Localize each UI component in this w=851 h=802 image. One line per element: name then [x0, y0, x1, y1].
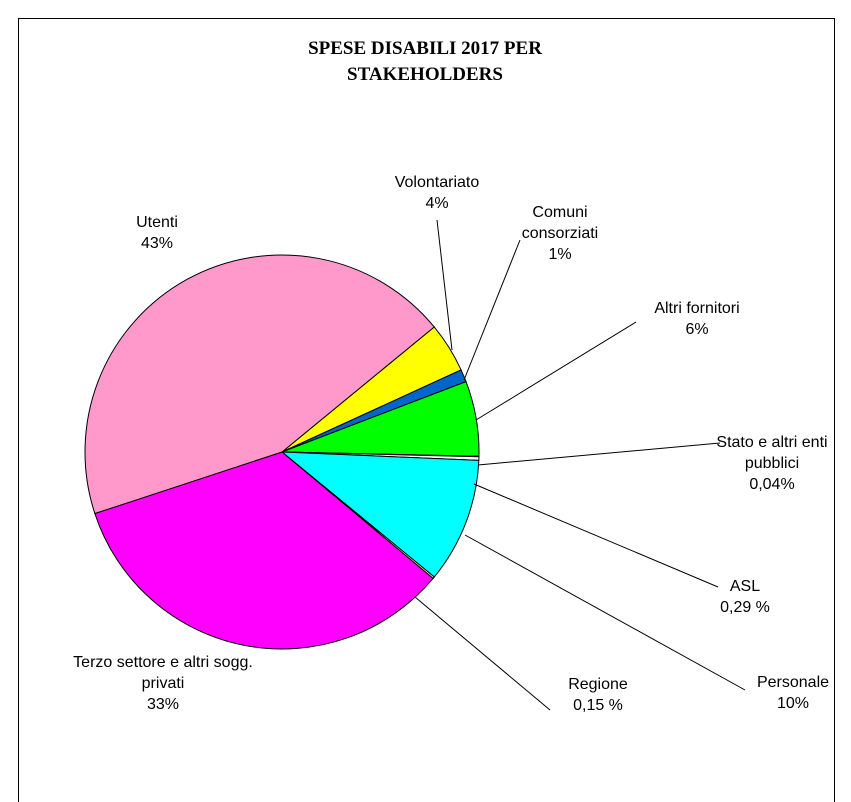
leader-line	[414, 596, 551, 711]
value-label: 1%	[548, 246, 572, 263]
slice-label: Comuni consorziati 1%	[505, 202, 615, 265]
leader-line	[473, 483, 719, 588]
slice-label: Stato e altri enti pubblici 0,04%	[692, 432, 851, 495]
category-label: Terzo settore e altri sogg. privati	[73, 654, 253, 692]
slice-label: Personale 10%	[738, 672, 848, 714]
value-label: 0,29 %	[720, 599, 770, 616]
category-label: Personale	[756, 674, 830, 691]
category-label: Comuni consorziati	[521, 204, 599, 242]
category-label: Utenti	[136, 214, 178, 231]
leader-line	[464, 534, 746, 691]
leader-line	[463, 239, 521, 381]
value-label: 6%	[685, 321, 709, 338]
category-label: Altri fornitori	[654, 300, 740, 317]
value-label: 0,04%	[749, 476, 795, 493]
slice-label: Utenti 43%	[102, 212, 212, 254]
value-label: 33%	[146, 696, 180, 713]
value-label: 4%	[425, 195, 449, 212]
pie-slice	[84, 254, 435, 515]
chart-frame	[18, 18, 835, 802]
slice-label: Volontariato 4%	[367, 172, 507, 214]
slice-label: ASL 0,29 %	[720, 576, 770, 618]
slice-label: Altri fornitori 6%	[627, 298, 767, 340]
chart-title: SPESE DISABILI 2017 PER STAKEHOLDERS	[308, 38, 542, 85]
value-label: 0,15 %	[573, 697, 623, 714]
category-label: Regione	[568, 676, 628, 693]
category-label: ASL	[729, 578, 761, 595]
category-label: Volontariato	[394, 174, 480, 191]
pie-slice	[94, 451, 434, 650]
leader-line	[475, 321, 637, 421]
value-label: 10%	[776, 695, 810, 712]
slice-label: Regione 0,15 %	[563, 674, 633, 716]
category-label: Stato e altri enti pubblici	[716, 434, 828, 472]
value-label: 43%	[140, 235, 174, 252]
leader-line	[477, 442, 721, 466]
pie-slice	[280, 451, 480, 578]
leader-line	[436, 219, 453, 351]
slice-label: Terzo settore e altri sogg. privati 33%	[68, 652, 258, 715]
